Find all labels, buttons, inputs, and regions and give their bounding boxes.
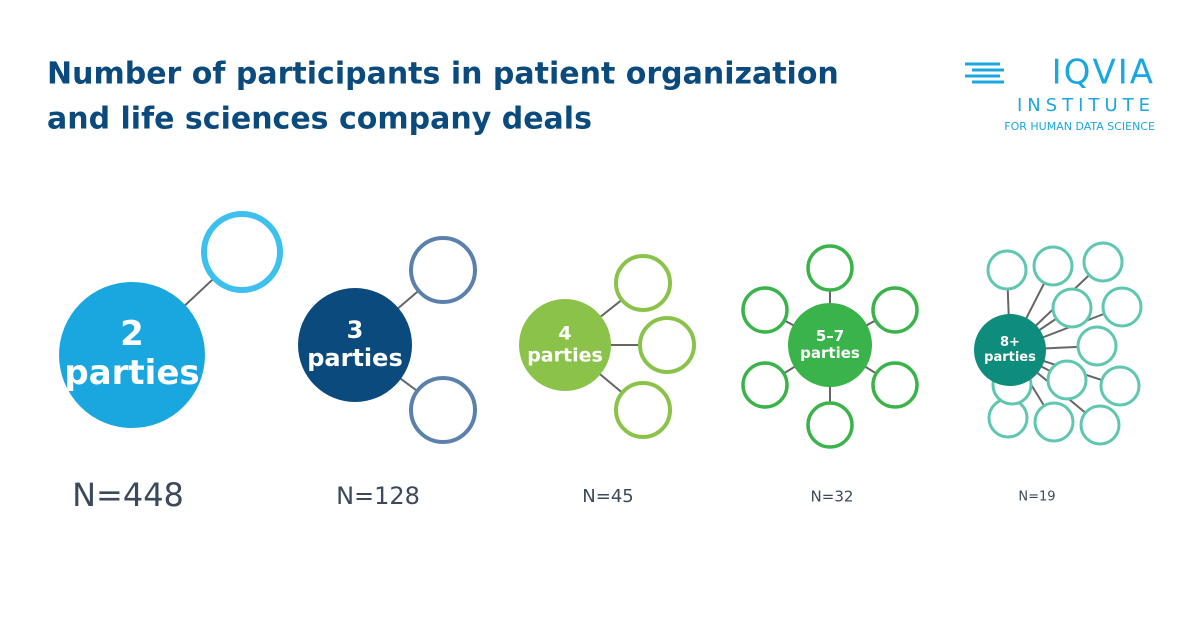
group-count: N=448: [72, 476, 184, 514]
party-circle: [741, 286, 789, 334]
party-circle: [614, 254, 672, 312]
group-label: 3: [347, 316, 364, 344]
main-circle: [59, 282, 205, 428]
group-count: N=19: [1018, 490, 1055, 505]
logo-name: IQVIA: [1052, 53, 1155, 93]
party-circle: [806, 244, 854, 292]
main-circle: [298, 288, 412, 402]
group-label: parties: [64, 353, 199, 393]
group-count: N=128: [336, 482, 420, 510]
party-circle: [614, 381, 672, 439]
group-label: 2: [120, 314, 144, 354]
title-line: and life sciences company deals: [47, 102, 592, 137]
party-circle: [1051, 287, 1093, 329]
participant-group: 8+parties N=19: [974, 241, 1143, 505]
group-count: N=45: [582, 486, 633, 507]
party-circle: [1076, 325, 1118, 367]
party-circle: [871, 286, 919, 334]
party-circle: [1046, 359, 1088, 401]
logo-line: FOR HUMAN DATA SCIENCE: [1004, 120, 1155, 133]
logo: IQVIA INSTITUTE FOR HUMAN DATA SCIENCE: [965, 53, 1155, 133]
group-label: parties: [984, 350, 1036, 365]
party-circle: [409, 376, 477, 444]
party-circle: [638, 316, 696, 374]
main-circle: [788, 303, 872, 387]
party-circle: [1079, 404, 1121, 446]
logo-line: INSTITUTE: [1017, 95, 1155, 116]
logo-stripes: [965, 62, 1004, 84]
party-circle: [741, 361, 789, 409]
party-circle: [1099, 365, 1141, 407]
party-circle: [871, 361, 919, 409]
group-label: 8+: [1000, 335, 1020, 350]
title-line: Number of participants in patient organi…: [47, 57, 839, 92]
group-label: parties: [527, 344, 603, 366]
party-circle: [986, 249, 1028, 291]
party-circle: [201, 211, 283, 293]
main-circle: [974, 314, 1046, 386]
main-circle: [519, 299, 611, 391]
party-circle: [1033, 401, 1075, 443]
party-circle: [1032, 245, 1074, 287]
group-label: 4: [558, 323, 571, 345]
party-circle: [1082, 241, 1124, 283]
party-circle: [806, 401, 854, 449]
party-circle: [1101, 286, 1143, 328]
group-count: N=32: [811, 488, 854, 506]
party-circle: [409, 236, 477, 304]
group-label: parties: [800, 344, 860, 362]
group-label: 5–7: [816, 327, 844, 345]
group-label: parties: [307, 344, 402, 372]
groups: 2partiesN=4483partiesN=1284partiesN=455–…: [59, 211, 1143, 514]
